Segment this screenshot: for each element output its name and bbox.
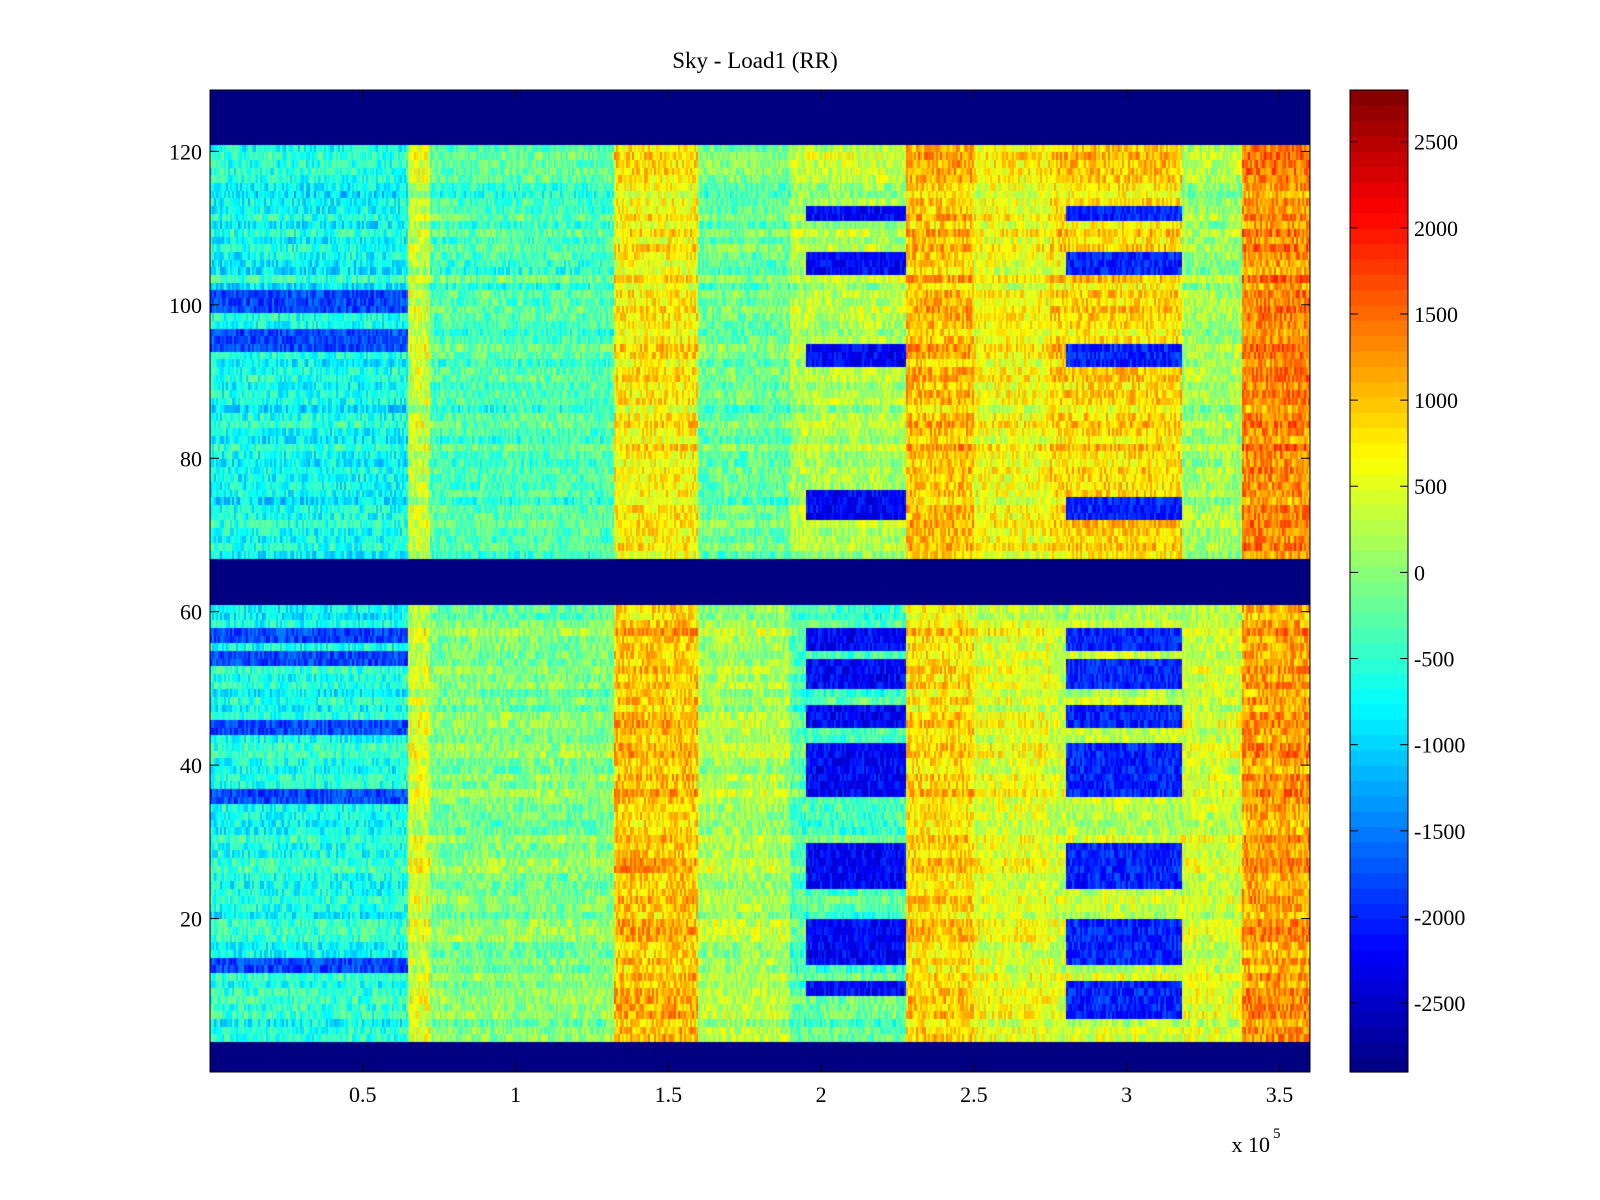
colorbar-step <box>1350 274 1408 291</box>
colorbar-tick-label: 2000 <box>1414 216 1458 241</box>
colorbar-step <box>1350 1025 1408 1042</box>
colorbar-tick-label: -1000 <box>1414 733 1465 758</box>
colorbar-step <box>1350 120 1408 137</box>
colorbar-step <box>1350 581 1408 597</box>
x-tick-label: 2 <box>816 1082 827 1107</box>
colorbar-step <box>1350 320 1408 337</box>
colorbar-step <box>1350 442 1408 459</box>
colorbar-step <box>1350 918 1408 935</box>
colorbar-step <box>1350 381 1408 398</box>
colorbar-tick-label: 1000 <box>1414 388 1458 413</box>
plot-area <box>209 89 1311 1073</box>
colorbar-step <box>1350 1056 1408 1073</box>
colorbar-step <box>1350 765 1408 782</box>
colorbar-step <box>1350 105 1408 122</box>
colorbar-step <box>1350 795 1408 812</box>
colorbar-step <box>1350 688 1408 705</box>
colorbar-step <box>1350 366 1408 383</box>
x-tick-label: 1 <box>510 1082 521 1107</box>
colorbar-step <box>1350 427 1408 444</box>
colorbar-step <box>1350 826 1408 843</box>
colorbar-step <box>1350 887 1408 904</box>
y-axis: 20 40 60 80 100 120 <box>169 139 1310 932</box>
colorbar-step <box>1350 734 1408 751</box>
colorbar-step <box>1350 488 1408 505</box>
colorbar-step <box>1350 703 1408 720</box>
colorbar-step <box>1350 627 1408 643</box>
colorbar-step <box>1350 719 1408 736</box>
y-tick-label: 80 <box>180 446 202 471</box>
colorbar-step <box>1350 212 1408 229</box>
colorbar-step <box>1350 151 1408 168</box>
colorbar-step <box>1350 979 1408 996</box>
colorbar-step <box>1350 673 1408 690</box>
colorbar-step <box>1350 136 1408 152</box>
colorbar-step <box>1350 473 1408 490</box>
colorbar-tick-label: -2500 <box>1414 991 1465 1016</box>
x-tick-label: 1.5 <box>655 1082 683 1107</box>
colorbar-step <box>1350 657 1408 674</box>
y-tick-label: 60 <box>180 600 202 625</box>
colorbar-step <box>1350 872 1408 889</box>
colorbar-step <box>1350 335 1408 352</box>
colorbar-step <box>1350 949 1408 966</box>
x-axis: 0.5 1 1.5 2 2.5 3 3.5 <box>349 90 1293 1107</box>
colorbar-step <box>1350 304 1408 321</box>
colorbar-step <box>1350 519 1408 536</box>
colorbar-step <box>1350 1041 1408 1058</box>
colorbar-step <box>1350 90 1408 106</box>
colorbar-step <box>1350 258 1408 275</box>
colorbar-step <box>1350 228 1408 245</box>
colorbar-step <box>1350 182 1408 199</box>
y-tick-label: 100 <box>169 293 202 318</box>
colorbar-step <box>1350 565 1408 582</box>
colorbar-step <box>1350 841 1408 858</box>
y-tick-label: 120 <box>169 139 202 164</box>
x-tick-label: 2.5 <box>960 1082 988 1107</box>
y-tick-label: 20 <box>180 907 202 932</box>
colorbar: 2500 2000 1500 1000 500 0 -500 -1000 -1500 -2000 -… <box>1349 89 1465 1073</box>
colorbar-step <box>1350 611 1408 628</box>
colorbar-tick-label: -500 <box>1414 647 1454 672</box>
colorbar-step <box>1350 197 1408 214</box>
colorbar-step <box>1350 243 1408 260</box>
colorbar-step <box>1350 534 1408 551</box>
x-multiplier-exponent: 5 <box>1273 1126 1281 1142</box>
colorbar-frame <box>1349 89 1409 1073</box>
colorbar-step <box>1350 550 1408 567</box>
heatmap-cells <box>210 90 1310 1072</box>
colorbar-step <box>1350 780 1408 797</box>
colorbar-step <box>1350 458 1408 475</box>
x-tick-label: 3.5 <box>1266 1082 1294 1107</box>
chart-title: Sky - Load1 (RR) <box>672 48 837 73</box>
colorbar-step <box>1350 350 1408 367</box>
colorbar-step <box>1350 412 1408 429</box>
x-tick-label: 3 <box>1121 1082 1132 1107</box>
colorbar-step <box>1350 396 1408 413</box>
plot-frame <box>209 89 1311 1073</box>
colorbar-tick-label: 2500 <box>1414 130 1458 155</box>
colorbar-step <box>1350 504 1408 521</box>
colorbar-tick-label: -1500 <box>1414 819 1465 844</box>
x-multiplier-label: x 10 <box>1232 1132 1271 1157</box>
colorbar-step <box>1350 995 1408 1012</box>
y-tick-label: 40 <box>180 753 202 778</box>
colorbar-step <box>1350 289 1408 306</box>
colorbar-tick-label: 1500 <box>1414 302 1458 327</box>
colorbar-step <box>1350 933 1408 950</box>
colorbar-step <box>1350 642 1408 659</box>
colorbar-step <box>1350 903 1408 920</box>
x-tick-label: 0.5 <box>349 1082 377 1107</box>
colorbar-step <box>1350 811 1408 828</box>
colorbar-step <box>1350 166 1408 183</box>
colorbar-step <box>1350 964 1408 981</box>
colorbar-step <box>1350 857 1408 874</box>
colorbar-step <box>1350 1010 1408 1027</box>
colorbar-step <box>1350 596 1408 613</box>
colorbar-tick-label: -2000 <box>1414 905 1465 930</box>
colorbar-tick-label: 0 <box>1414 560 1425 585</box>
colorbar-step <box>1350 749 1408 766</box>
colorbar-tick-label: 500 <box>1414 474 1447 499</box>
